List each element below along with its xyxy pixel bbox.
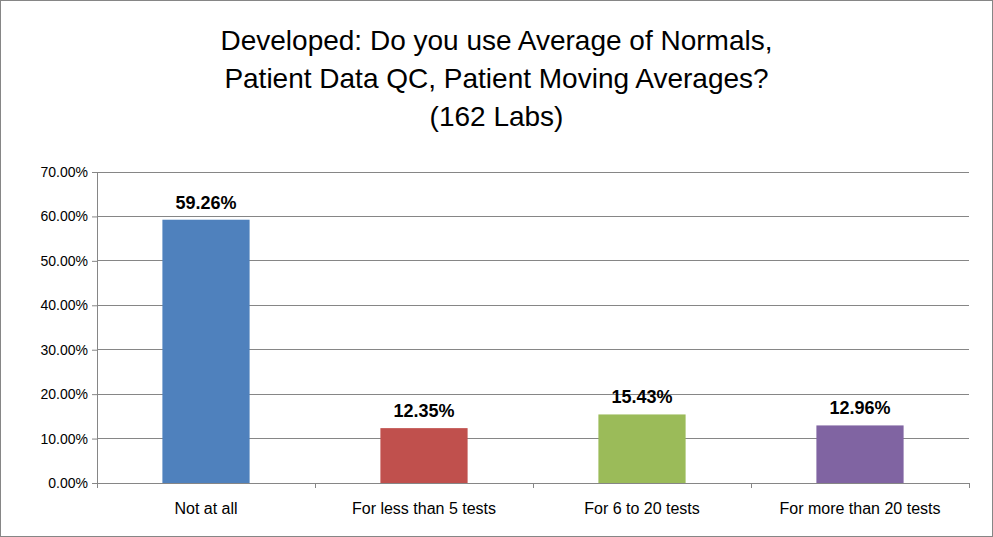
y-tick-label: 20.00% <box>41 386 88 402</box>
y-tick-mark <box>92 305 97 306</box>
bars <box>162 220 903 483</box>
y-tick: 10.00% <box>41 431 97 447</box>
x-separator <box>751 483 752 488</box>
y-tick-mark <box>92 483 97 484</box>
y-tick-mark <box>92 439 97 440</box>
y-tick: 70.00% <box>41 164 97 180</box>
chart-border <box>1 1 993 537</box>
data-label: 12.96% <box>829 398 890 418</box>
x-tick: For 6 to 20 tests <box>584 483 700 517</box>
y-tick-mark <box>92 394 97 395</box>
y-axis: 0.00% 10.00% 20.00% 30.00% 40.00% 50.00% 60.00… <box>41 164 98 491</box>
grid <box>97 172 969 483</box>
bar <box>380 428 467 483</box>
x-axis: Not at all For less than 5 tests For 6 to … <box>98 483 970 517</box>
data-label: 12.35% <box>393 401 454 421</box>
y-tick: 60.00% <box>41 208 97 224</box>
bar <box>598 414 685 483</box>
bar <box>816 425 903 483</box>
y-tick-mark <box>92 216 97 217</box>
grid-line <box>97 216 969 217</box>
title-line: (162 Labs) <box>430 101 564 132</box>
data-label: 59.26% <box>175 193 236 213</box>
x-separator <box>97 483 98 488</box>
x-separator <box>969 483 970 488</box>
y-tick-label: 30.00% <box>41 342 88 358</box>
y-tick: 50.00% <box>41 253 97 269</box>
data-label: 15.43% <box>611 387 672 407</box>
x-separator <box>533 483 534 488</box>
y-axis-line <box>97 173 98 484</box>
x-tick-label: Not at all <box>174 500 237 517</box>
x-tick: For less than 5 tests <box>352 483 496 517</box>
data-labels: 59.26% 12.35% 15.43% 12.96% <box>175 193 890 421</box>
x-tick-label: For less than 5 tests <box>352 500 496 517</box>
x-tick: For more than 20 tests <box>780 483 941 517</box>
y-tick: 30.00% <box>41 342 97 358</box>
chart: Developed: Do you use Average of Normals… <box>0 0 993 537</box>
y-tick-label: 40.00% <box>41 297 88 313</box>
y-tick-mark <box>92 172 97 173</box>
grid-line <box>97 172 969 173</box>
x-tick-label: For more than 20 tests <box>780 500 941 517</box>
title-line: Patient Data QC, Patient Moving Averages… <box>224 63 768 94</box>
y-tick-label: 10.00% <box>41 431 88 447</box>
y-tick-label: 0.00% <box>48 475 88 491</box>
y-tick: 0.00% <box>48 475 97 491</box>
y-tick-label: 70.00% <box>41 164 88 180</box>
y-tick: 20.00% <box>41 386 97 402</box>
title: Developed: Do you use Average of Normals… <box>220 25 772 132</box>
y-tick-mark <box>92 261 97 262</box>
bar <box>162 220 249 483</box>
x-tick-label: For 6 to 20 tests <box>584 500 700 517</box>
x-tick: Not at all <box>174 483 237 517</box>
x-separator <box>315 483 316 488</box>
y-tick: 40.00% <box>41 297 97 313</box>
title-line: Developed: Do you use Average of Normals… <box>220 25 772 56</box>
y-tick-mark <box>92 350 97 351</box>
y-tick-label: 60.00% <box>41 208 88 224</box>
y-tick-label: 50.00% <box>41 253 88 269</box>
